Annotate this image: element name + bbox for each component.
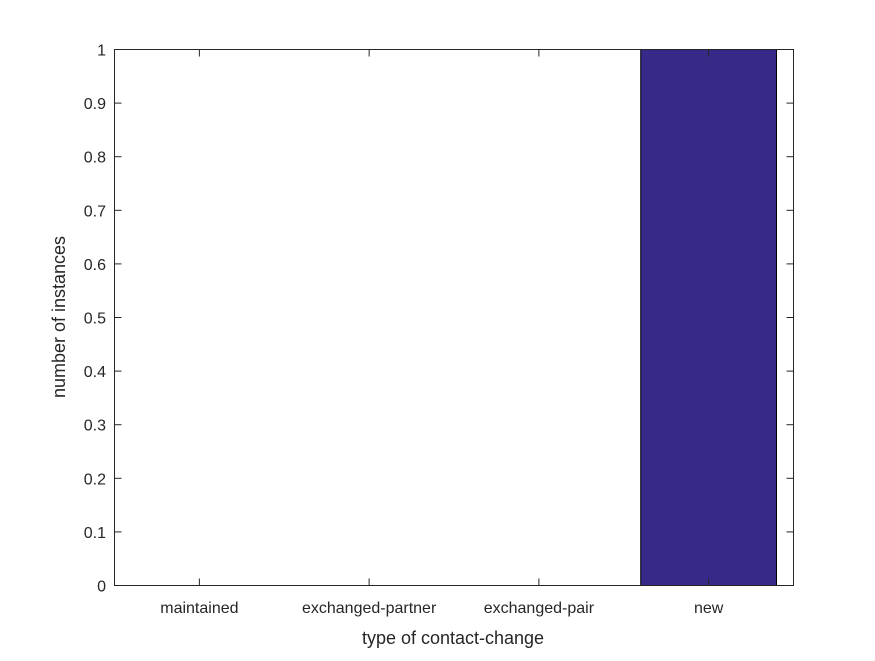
bar-new bbox=[640, 49, 778, 586]
y-tick-label: 0.7 bbox=[84, 203, 106, 220]
y-tick-label: 0.9 bbox=[84, 96, 106, 113]
y-tick-label: 0.5 bbox=[84, 311, 106, 328]
x-tick-label: new bbox=[694, 600, 724, 617]
x-tick-label: maintained bbox=[160, 600, 238, 617]
y-tick-label: 0.3 bbox=[84, 418, 106, 435]
y-tick-label: 0.1 bbox=[84, 525, 106, 542]
y-tick-label: 0.2 bbox=[84, 471, 106, 488]
y-tick-label: 0 bbox=[97, 579, 106, 596]
x-tick-label: exchanged-pair bbox=[484, 600, 595, 617]
y-tick-label: 0.6 bbox=[84, 257, 106, 274]
ticks: maintained exchanged-partner exchanged-pai… bbox=[84, 43, 794, 617]
bars bbox=[640, 49, 778, 586]
y-axis-label: number of instances bbox=[49, 236, 69, 398]
y-tick-label: 0.8 bbox=[84, 150, 106, 167]
x-axis-label: type of contact-change bbox=[362, 628, 544, 648]
y-tick-label: 0.4 bbox=[84, 364, 106, 381]
y-tick-label: 1 bbox=[97, 43, 106, 60]
x-tick-label: exchanged-partner bbox=[302, 600, 437, 617]
